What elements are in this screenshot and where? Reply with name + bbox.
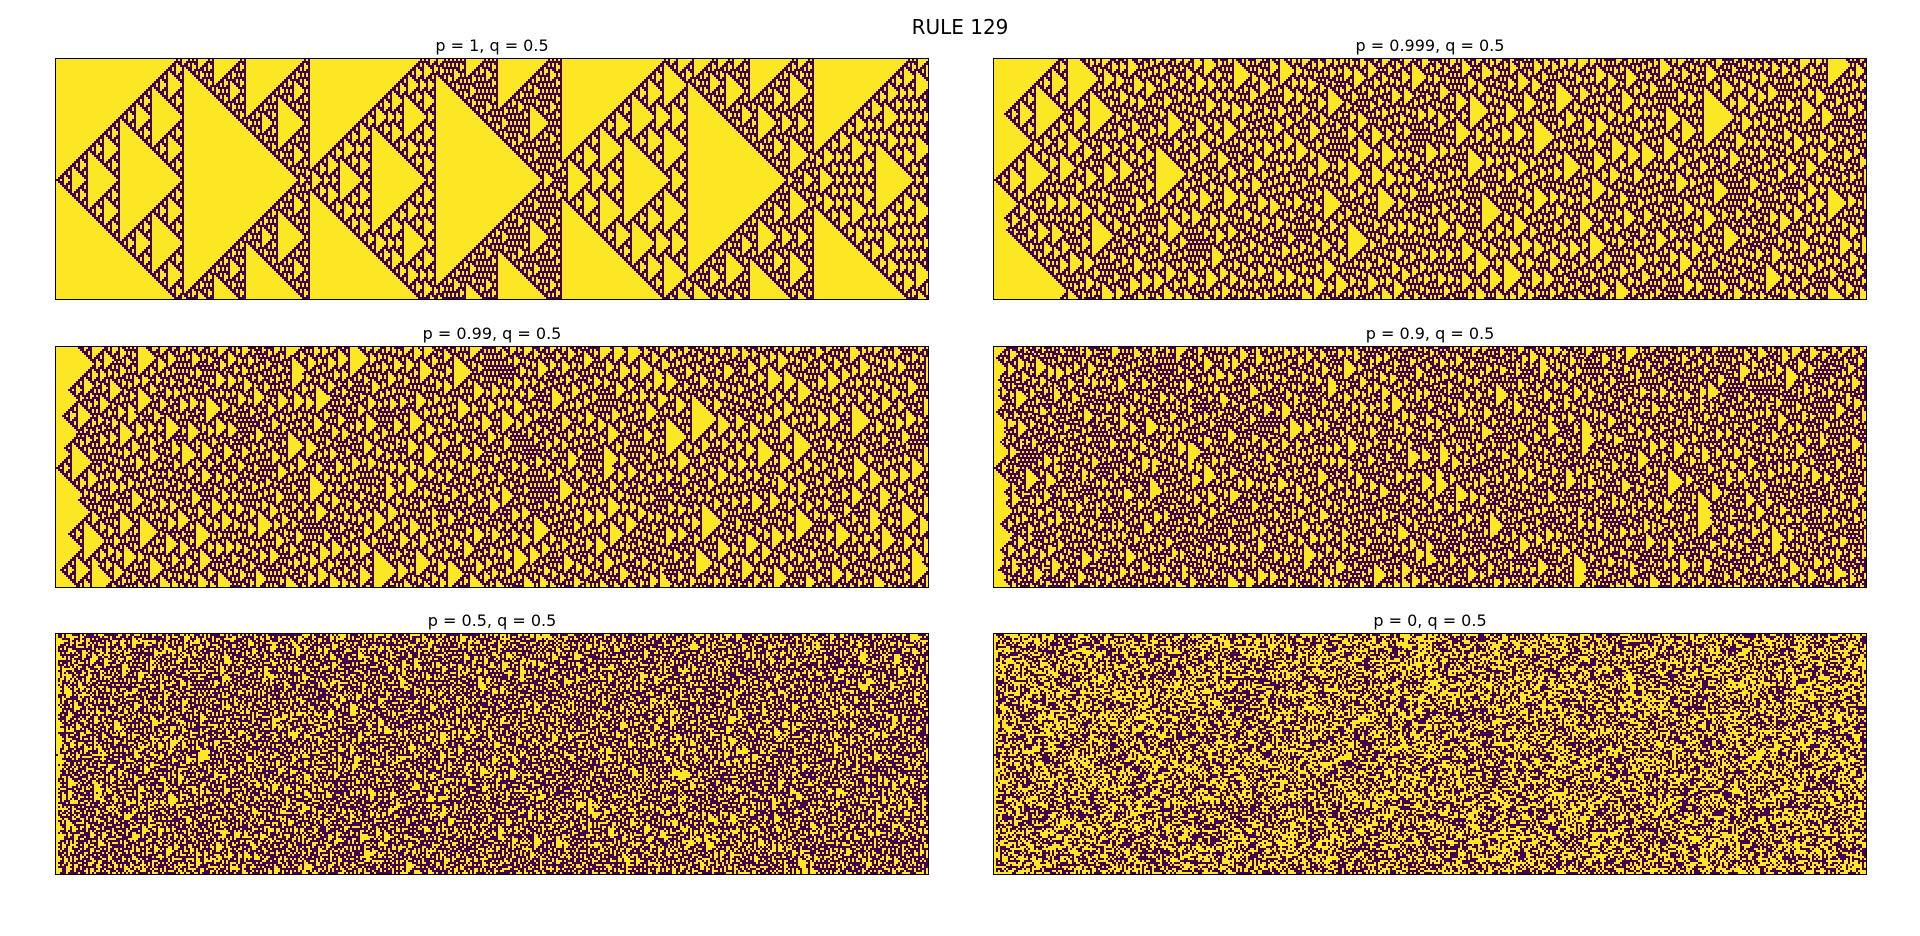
- panel-title: p = 0.9, q = 0.5: [1365, 324, 1495, 343]
- heatmap-canvas: [55, 346, 929, 588]
- heatmap-canvas: [55, 58, 929, 300]
- panel-title: p = 0.99, q = 0.5: [422, 324, 562, 343]
- panel-title: p = 0.999, q = 0.5: [1355, 36, 1505, 55]
- heatmap-canvas: [993, 58, 1867, 300]
- heatmap-canvas: [993, 633, 1867, 875]
- panel-title: p = 1, q = 0.5: [435, 36, 549, 55]
- figure-title: RULE 129: [911, 15, 1009, 39]
- panel-title: p = 0.5, q = 0.5: [427, 611, 557, 630]
- heatmap-canvas: [993, 346, 1867, 588]
- heatmap-canvas: [55, 633, 929, 875]
- panel-title: p = 0, q = 0.5: [1373, 611, 1487, 630]
